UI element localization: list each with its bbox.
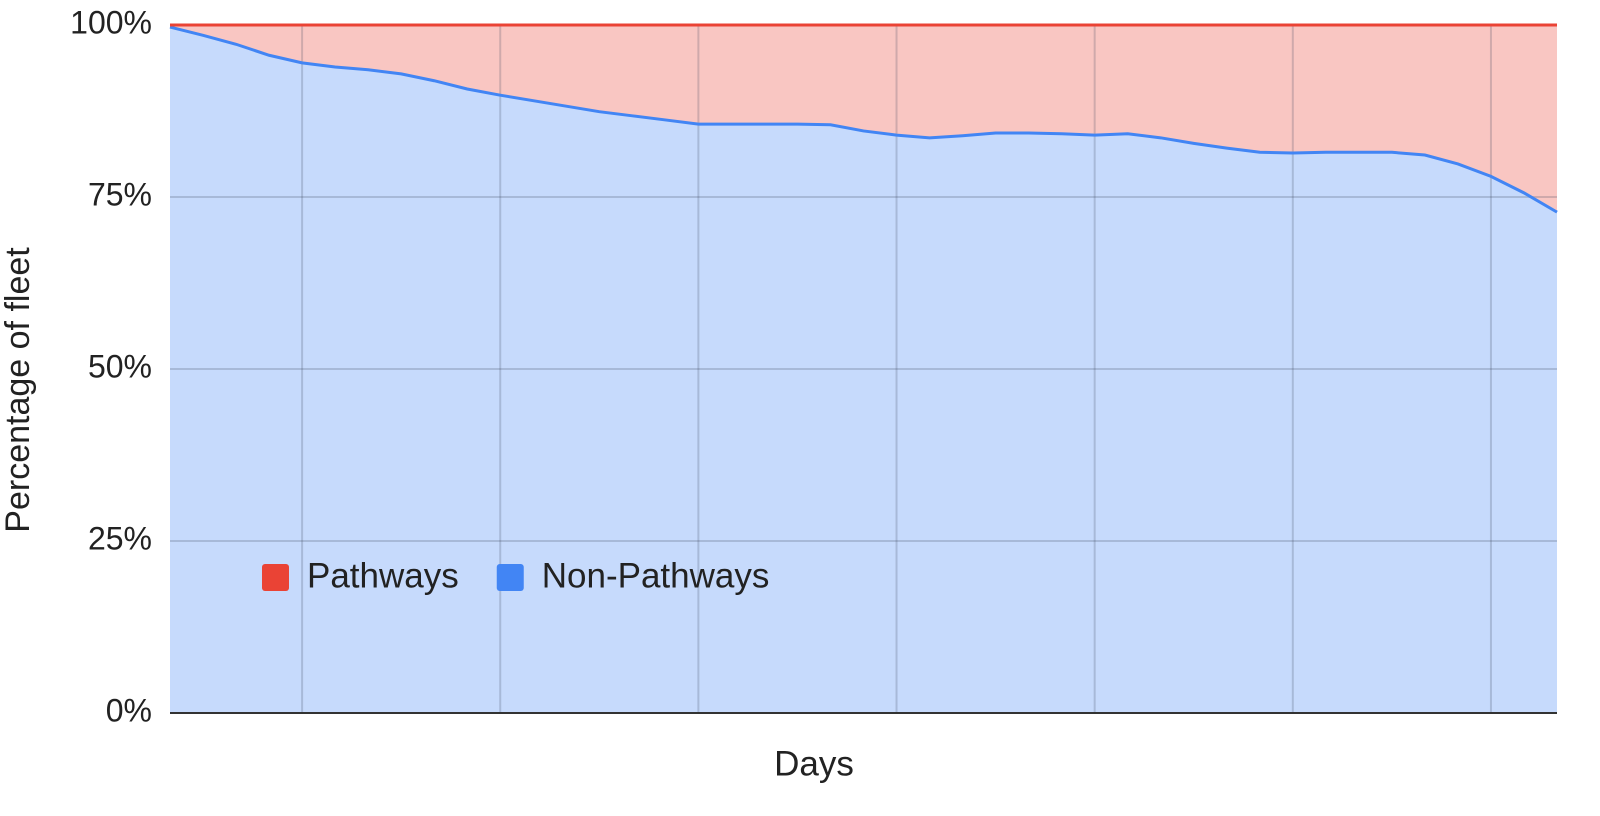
area xyxy=(170,27,1557,713)
legend-label: Non-Pathways xyxy=(542,556,770,595)
legend-label: Pathways xyxy=(307,556,459,595)
y-tick-label: 50% xyxy=(88,348,152,384)
y-tick-label: 0% xyxy=(106,692,152,728)
y-axis-label: Percentage of fleet xyxy=(0,247,37,533)
legend-swatch xyxy=(262,564,289,591)
legend-swatch xyxy=(496,564,524,591)
line xyxy=(169,25,1558,214)
y-tick-label: 100% xyxy=(70,4,152,40)
y-tick-label: 75% xyxy=(88,176,152,212)
y-tick-label: 25% xyxy=(88,520,152,556)
area xyxy=(170,25,1557,213)
x-axis-label: Days xyxy=(774,744,854,783)
